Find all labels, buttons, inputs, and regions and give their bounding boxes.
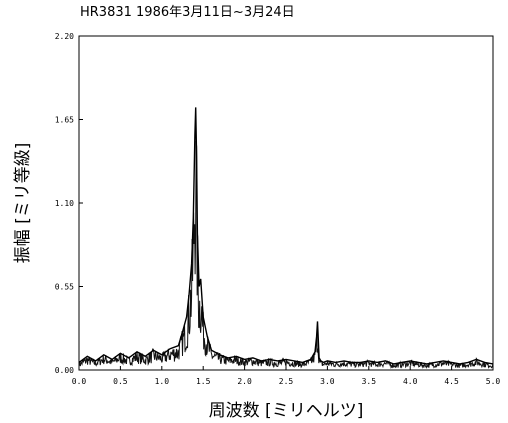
x-tick-label: 0.0 (72, 377, 87, 386)
series-line-amplitude-spectrum (78, 107, 494, 365)
x-tick-label: 1.5 (196, 377, 211, 386)
x-tick-label: 4.0 (403, 377, 418, 386)
x-tick-label: 1.0 (155, 377, 170, 386)
x-tick-label: 2.0 (237, 377, 252, 386)
y-axis-title: 振幅 [ミリ等級] (13, 143, 33, 264)
x-tick-label: 3.5 (362, 377, 377, 386)
chart-title: HR3831 1986年3月11日~3月24日 (80, 5, 295, 20)
x-tick-label: 3.0 (320, 377, 335, 386)
x-axis: 0.0 0.5 1.0 1.5 2.0 2.5 3.0 3.5 4.0 4.5 5.0 (72, 366, 501, 386)
x-axis-title: 周波数 [ミリヘルツ] (209, 401, 364, 421)
y-tick-label: 1.10 (55, 199, 74, 208)
x-tick-label: 2.5 (279, 377, 294, 386)
y-tick-label: 1.65 (55, 116, 74, 125)
y-tick-label: 0.00 (55, 366, 74, 375)
x-tick-label: 0.5 (113, 377, 128, 386)
y-tick-label: 2.20 (55, 32, 74, 41)
y-axis: 0.00 0.55 1.10 1.65 2.20 (55, 32, 83, 375)
x-tick-label: 4.5 (444, 377, 459, 386)
plot-frame (78, 35, 494, 371)
y-tick-label: 0.55 (55, 283, 74, 292)
x-tick-label: 5.0 (486, 377, 501, 386)
noise-floor (78, 141, 494, 369)
